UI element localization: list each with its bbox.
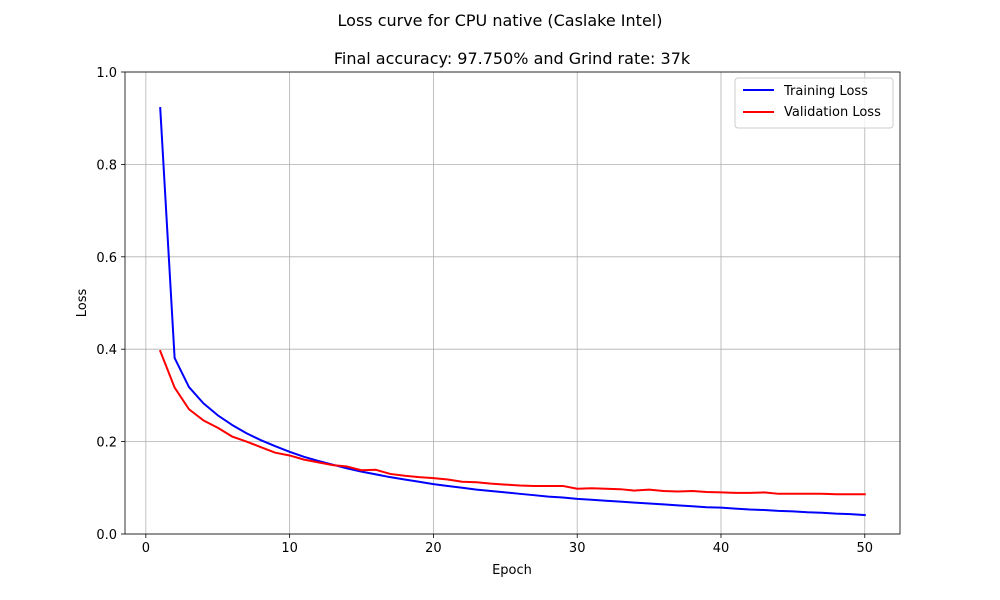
grid-lines bbox=[125, 71, 900, 535]
x-tick-label: 40 bbox=[713, 541, 730, 556]
series-lines bbox=[158, 106, 866, 517]
legend-label-validation-loss: Validation Loss bbox=[784, 105, 881, 120]
x-tick-label: 20 bbox=[425, 541, 442, 556]
y-tick-label: 0.2 bbox=[96, 436, 117, 451]
y-tick-label: 0.4 bbox=[96, 343, 117, 358]
series-line-validation-loss bbox=[158, 349, 866, 496]
y-axis-label: Loss bbox=[75, 289, 90, 318]
axis-ticks: 0 10 20 30 40 50 0.0 0.2 0.4 0.6 0.8 1.0 bbox=[96, 66, 873, 556]
x-axis-label: Epoch bbox=[492, 563, 532, 578]
x-tick-label: 0 bbox=[142, 541, 150, 556]
x-tick-label: 50 bbox=[856, 541, 873, 556]
figure-suptitle: Loss curve for CPU native (Caslake Intel… bbox=[338, 11, 663, 30]
y-tick-label: 0.8 bbox=[96, 158, 117, 173]
legend-box bbox=[734, 77, 894, 129]
y-tick-label: 0.6 bbox=[96, 251, 117, 266]
x-tick-label: 30 bbox=[569, 541, 586, 556]
chart-title: Final accuracy: 97.750% and Grind rate: … bbox=[334, 49, 691, 68]
legend-label-training-loss: Training Loss bbox=[783, 84, 868, 99]
y-tick-label: 0.0 bbox=[96, 528, 117, 543]
series-line-training-loss bbox=[159, 106, 866, 517]
legend: Training Loss Validation Loss bbox=[734, 77, 894, 129]
y-tick-label: 1.0 bbox=[96, 66, 117, 81]
x-tick-label: 10 bbox=[281, 541, 298, 556]
plot-area-frame bbox=[124, 71, 901, 535]
